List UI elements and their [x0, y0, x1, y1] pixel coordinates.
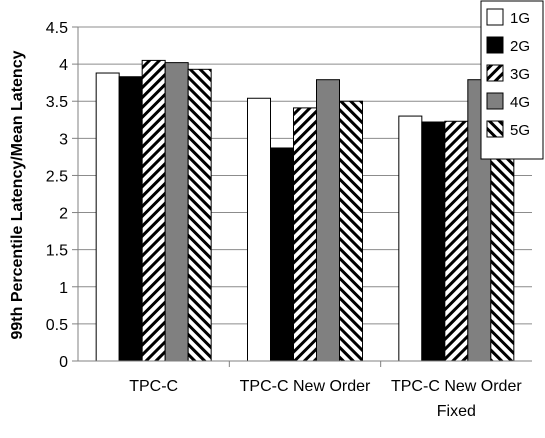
legend-swatch-4G — [486, 92, 504, 110]
legend: 1G 2G 3G 4G 5G — [480, 0, 544, 160]
bar-3G-1 — [293, 107, 317, 362]
legend-label-2G: 2G — [510, 38, 530, 55]
bar-3G-2 — [444, 120, 469, 362]
y-tick-label: 0.5 — [46, 317, 68, 334]
bar-2G-1 — [270, 147, 294, 362]
bar-5G-0 — [187, 68, 212, 362]
axes — [77, 27, 532, 367]
y-tick-label: 4.5 — [46, 20, 68, 37]
category-label: TPC-C — [129, 378, 178, 395]
legend-swatch-5G — [486, 120, 504, 138]
category-label: Fixed — [437, 403, 476, 420]
bar-1G-2 — [398, 115, 423, 362]
legend-label-4G: 4G — [510, 94, 530, 111]
y-tick-label: 1 — [59, 280, 68, 297]
bar-1G-0 — [95, 72, 120, 362]
y-tick-label: 3.5 — [46, 94, 68, 111]
category-label: TPC-C New Order — [391, 378, 522, 395]
legend-swatch-1G — [486, 8, 504, 26]
bar-1G-1 — [247, 97, 271, 362]
y-tick-label: 2.5 — [46, 168, 68, 185]
legend-label-5G: 5G — [510, 122, 530, 139]
bar-2G-2 — [421, 121, 446, 362]
bar-4G-1 — [316, 79, 340, 362]
y-axis-title: 99th Percentile Latency/Mean Latency — [9, 50, 26, 339]
legend-label-3G: 3G — [510, 66, 530, 83]
y-tick-label: 2 — [59, 206, 68, 223]
y-tick-label: 0 — [59, 354, 68, 371]
category-labels: TPC-C TPC-C New Order TPC-C New Order Fixed — [129, 378, 522, 420]
bar-5G-1 — [339, 100, 363, 362]
bar-2G-0 — [118, 76, 143, 362]
category-label: TPC-C New Order — [240, 378, 371, 395]
y-tick-labels: 0 0.5 1 1.5 2 2.5 3 3.5 4 4.5 — [46, 20, 68, 371]
bars — [95, 59, 515, 362]
bar-4G-0 — [164, 62, 189, 362]
legend-swatch-3G — [486, 64, 504, 82]
y-tick-label: 4 — [59, 57, 68, 74]
y-tick-label: 1.5 — [46, 243, 68, 260]
legend-swatch-2G — [486, 36, 504, 54]
y-tick-label: 3 — [59, 131, 68, 148]
bar-3G-0 — [141, 59, 166, 362]
legend-label-1G: 1G — [510, 10, 530, 27]
